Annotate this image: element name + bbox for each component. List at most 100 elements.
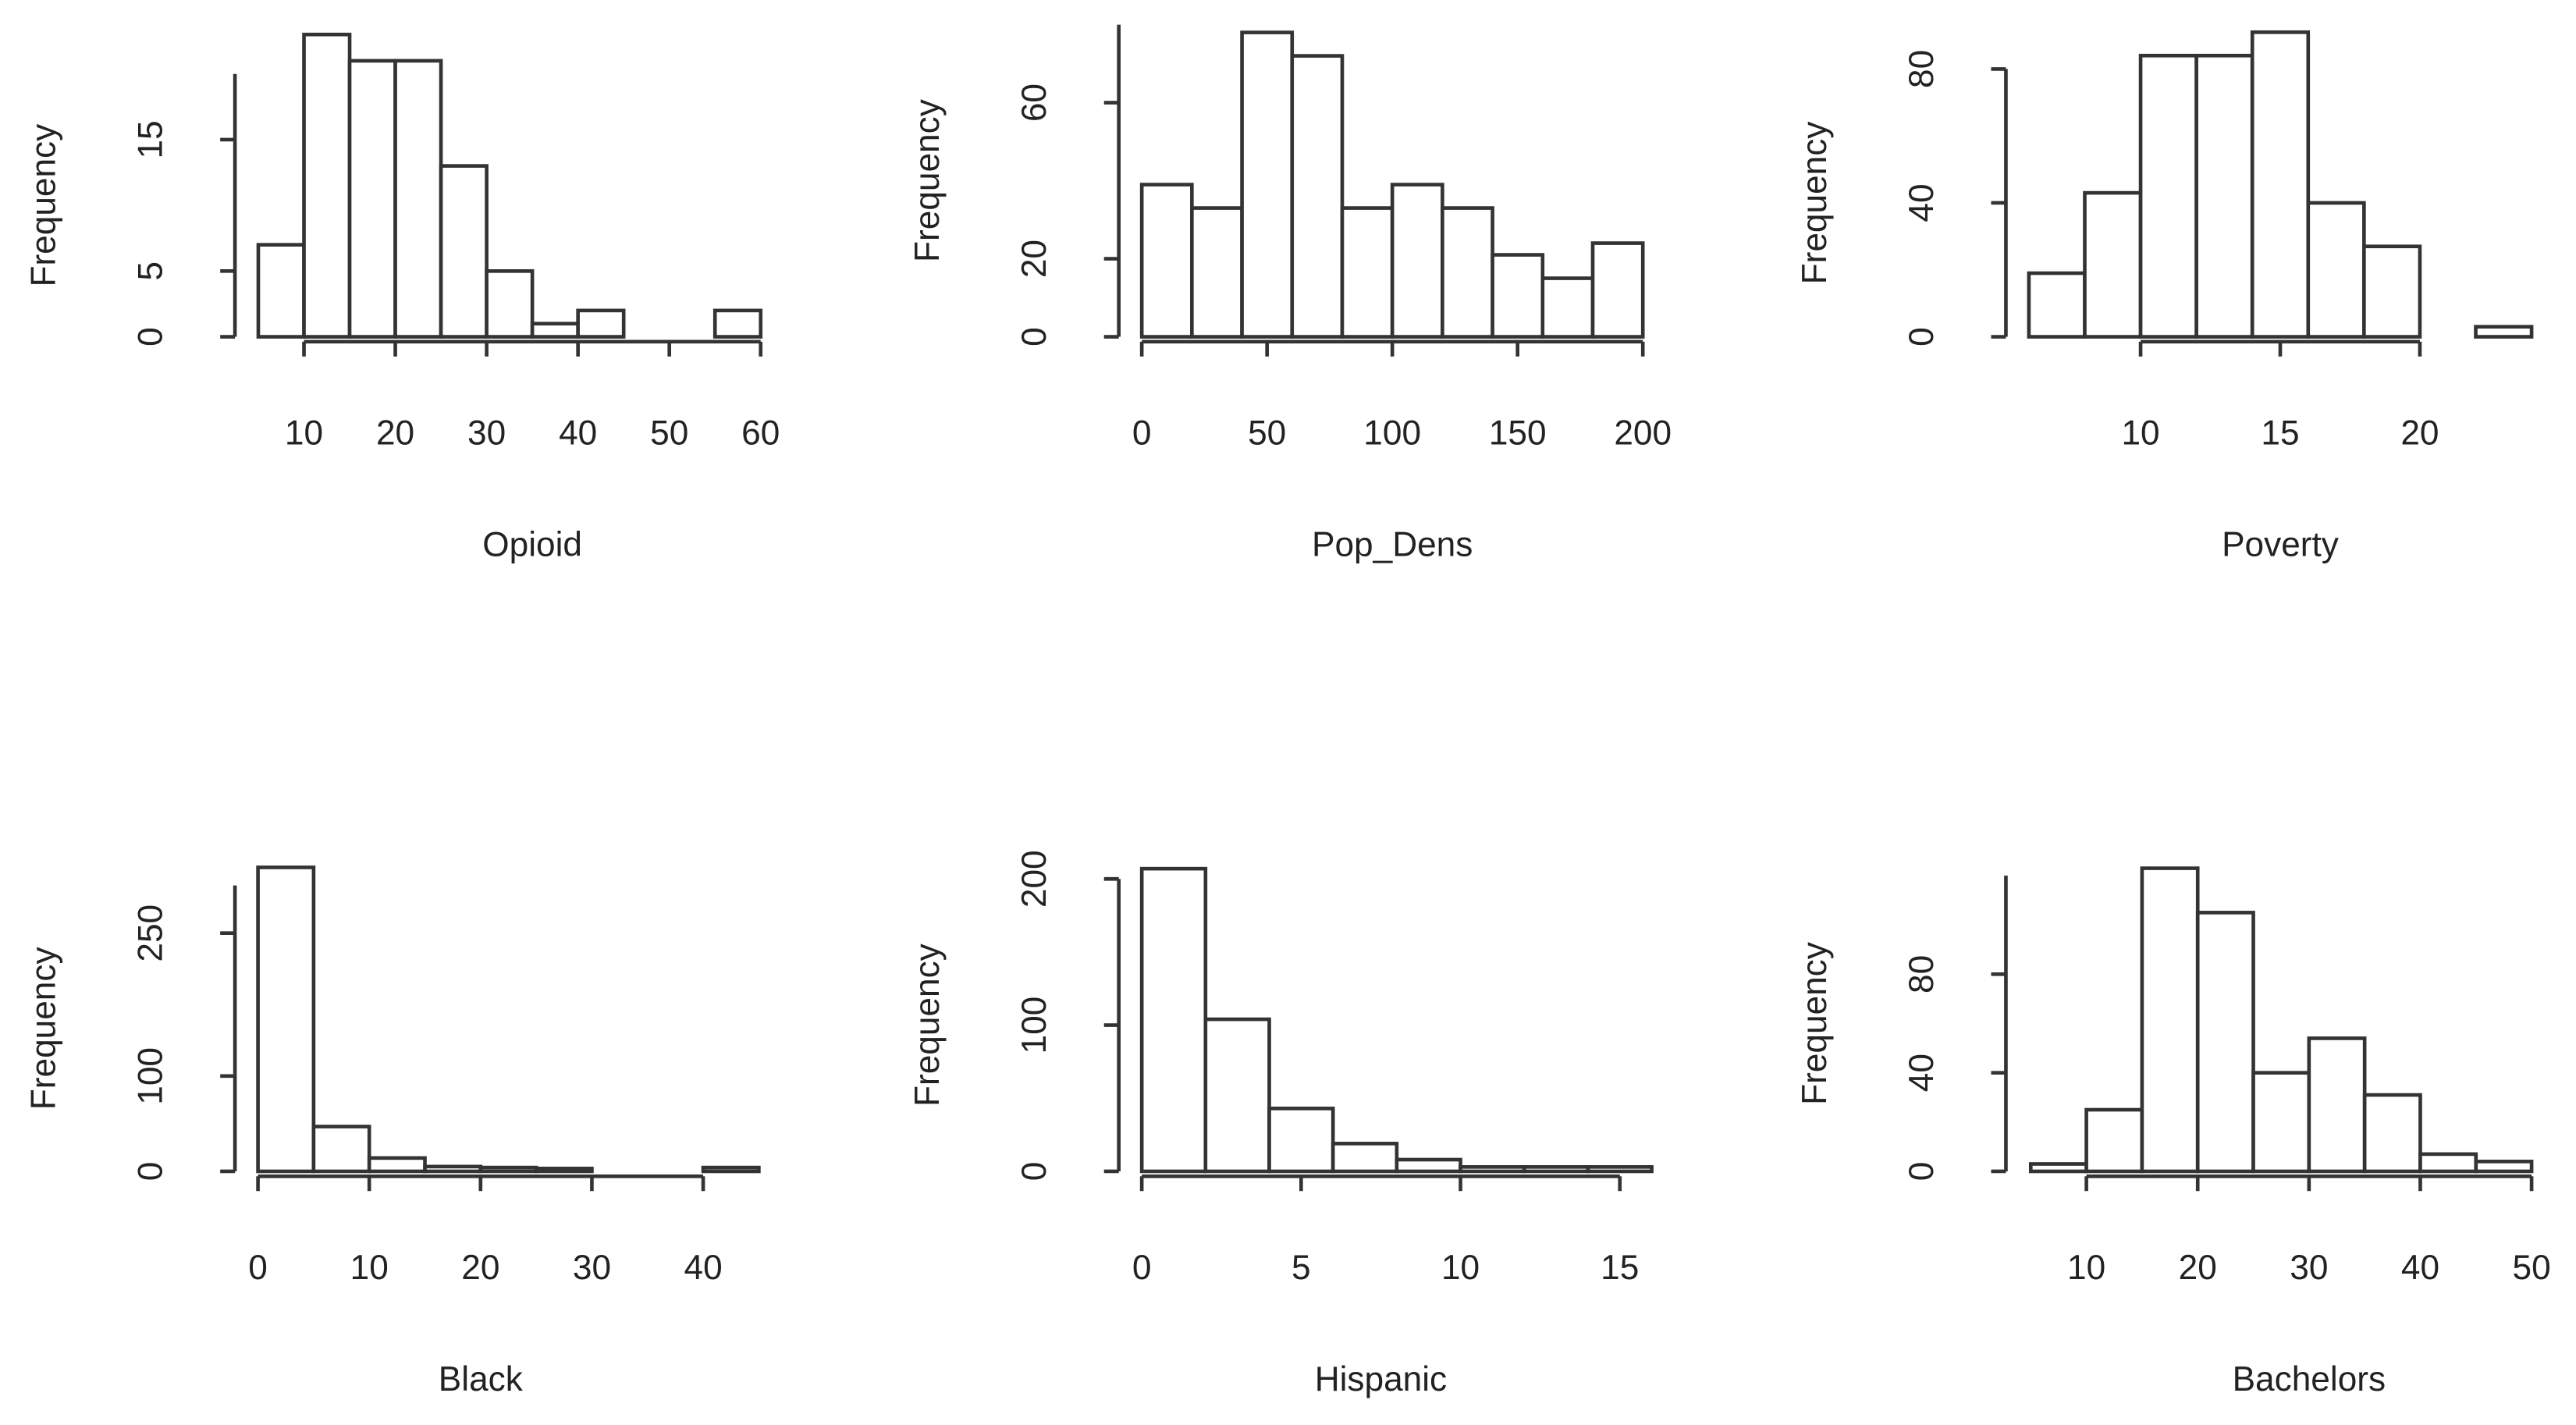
bar bbox=[2083, 190, 2143, 339]
bar bbox=[1522, 1165, 1590, 1174]
bar bbox=[712, 308, 763, 339]
bar bbox=[2138, 53, 2198, 339]
x-tick-label: 0 bbox=[1132, 414, 1152, 453]
bar bbox=[2362, 1093, 2422, 1174]
y-tick-label: 40 bbox=[1903, 1054, 1941, 1092]
bar bbox=[1590, 241, 1645, 339]
bar bbox=[2362, 244, 2422, 339]
y-tick-label: 60 bbox=[1015, 84, 1053, 122]
x-tick-label: 30 bbox=[573, 1249, 611, 1287]
bar bbox=[2250, 30, 2311, 339]
x-tick-label: 50 bbox=[2513, 1249, 2551, 1287]
bar bbox=[2474, 1160, 2534, 1174]
bar bbox=[530, 322, 580, 339]
bar bbox=[1390, 183, 1444, 339]
bar bbox=[2084, 1107, 2144, 1174]
y-tick-label: 200 bbox=[1015, 850, 1053, 908]
bar bbox=[1190, 206, 1244, 339]
x-tick-label: 15 bbox=[1601, 1249, 1639, 1287]
y-tick-label: 100 bbox=[1015, 997, 1053, 1054]
bar bbox=[1441, 206, 1494, 339]
y-tick-label: 5 bbox=[132, 261, 170, 281]
bar bbox=[1240, 30, 1295, 339]
y-tick-label: 250 bbox=[132, 904, 170, 962]
x-tick-label: 40 bbox=[684, 1249, 722, 1287]
x-tick-label: 10 bbox=[350, 1249, 389, 1287]
x-tick-label: 30 bbox=[2290, 1249, 2328, 1287]
bar bbox=[367, 1156, 427, 1174]
x-tick-label: 40 bbox=[559, 414, 597, 453]
y-tick-label: 0 bbox=[1903, 1162, 1941, 1182]
bar bbox=[393, 59, 443, 339]
bar bbox=[1139, 866, 1208, 1174]
x-axis-title: Black bbox=[439, 1360, 524, 1398]
bar bbox=[256, 243, 306, 339]
y-tick-label: 0 bbox=[1903, 327, 1941, 346]
bar bbox=[2027, 271, 2087, 339]
x-tick-label: 20 bbox=[376, 414, 414, 453]
y-tick-label: 15 bbox=[132, 120, 170, 158]
x-tick-label: 20 bbox=[461, 1249, 499, 1287]
x-tick-label: 15 bbox=[2261, 414, 2299, 453]
x-axis-title: Pop_Dens bbox=[1312, 526, 1473, 564]
x-tick-label: 30 bbox=[467, 414, 506, 453]
bar bbox=[2306, 201, 2366, 339]
bar bbox=[423, 1164, 483, 1174]
bar bbox=[1331, 1142, 1399, 1174]
bar bbox=[576, 308, 626, 339]
y-tick-label: 40 bbox=[1903, 183, 1941, 222]
y-tick-label: 0 bbox=[132, 327, 170, 346]
y-tick-label: 100 bbox=[132, 1047, 170, 1105]
bar bbox=[2195, 911, 2255, 1174]
bar bbox=[1340, 206, 1395, 339]
bar bbox=[1491, 253, 1545, 339]
y-axis-title: Frequency bbox=[908, 99, 947, 262]
y-axis-title: Frequency bbox=[908, 943, 947, 1107]
x-tick-label: 10 bbox=[2121, 414, 2159, 453]
bar bbox=[478, 1165, 538, 1174]
x-tick-label: 50 bbox=[650, 414, 688, 453]
bar bbox=[2194, 53, 2254, 339]
x-tick-label: 0 bbox=[1132, 1249, 1152, 1287]
bar bbox=[347, 59, 397, 339]
y-tick-label: 0 bbox=[132, 1162, 170, 1182]
x-axis-title: Opioid bbox=[482, 526, 582, 564]
x-tick-label: 150 bbox=[1489, 414, 1547, 453]
bar bbox=[1395, 1157, 1462, 1174]
y-tick-label: 80 bbox=[1903, 50, 1941, 88]
bar bbox=[2140, 866, 2200, 1174]
x-tick-label: 20 bbox=[2400, 414, 2439, 453]
bar bbox=[2251, 1071, 2311, 1174]
bar bbox=[2028, 1162, 2088, 1174]
bar bbox=[311, 1125, 371, 1174]
bar bbox=[1459, 1165, 1526, 1174]
bar bbox=[1586, 1165, 1654, 1174]
bar bbox=[1203, 1017, 1271, 1174]
y-tick-label: 20 bbox=[1015, 240, 1053, 278]
bar bbox=[2418, 1152, 2478, 1174]
y-axis-title: Frequency bbox=[1796, 122, 1834, 285]
y-axis-title: Frequency bbox=[25, 947, 63, 1110]
bar bbox=[1139, 183, 1194, 339]
y-tick-label: 0 bbox=[1015, 1162, 1053, 1182]
x-tick-label: 40 bbox=[2401, 1249, 2439, 1287]
bar bbox=[2474, 325, 2534, 339]
x-axis-title: Hispanic bbox=[1315, 1360, 1447, 1398]
x-tick-label: 0 bbox=[248, 1249, 268, 1287]
bar bbox=[439, 164, 489, 339]
bar bbox=[2307, 1036, 2367, 1174]
x-tick-label: 20 bbox=[2179, 1249, 2217, 1287]
x-tick-label: 10 bbox=[2067, 1249, 2105, 1287]
x-tick-label: 200 bbox=[1614, 414, 1672, 453]
x-axis-title: Bachelors bbox=[2233, 1360, 2386, 1398]
bar bbox=[485, 269, 535, 339]
bar bbox=[534, 1166, 594, 1174]
bar bbox=[256, 865, 316, 1174]
y-axis-title: Frequency bbox=[1796, 942, 1834, 1105]
x-tick-label: 10 bbox=[1441, 1249, 1480, 1287]
bar bbox=[701, 1165, 761, 1174]
x-tick-label: 50 bbox=[1248, 414, 1286, 453]
bar bbox=[1267, 1107, 1335, 1174]
bar bbox=[1540, 276, 1595, 339]
